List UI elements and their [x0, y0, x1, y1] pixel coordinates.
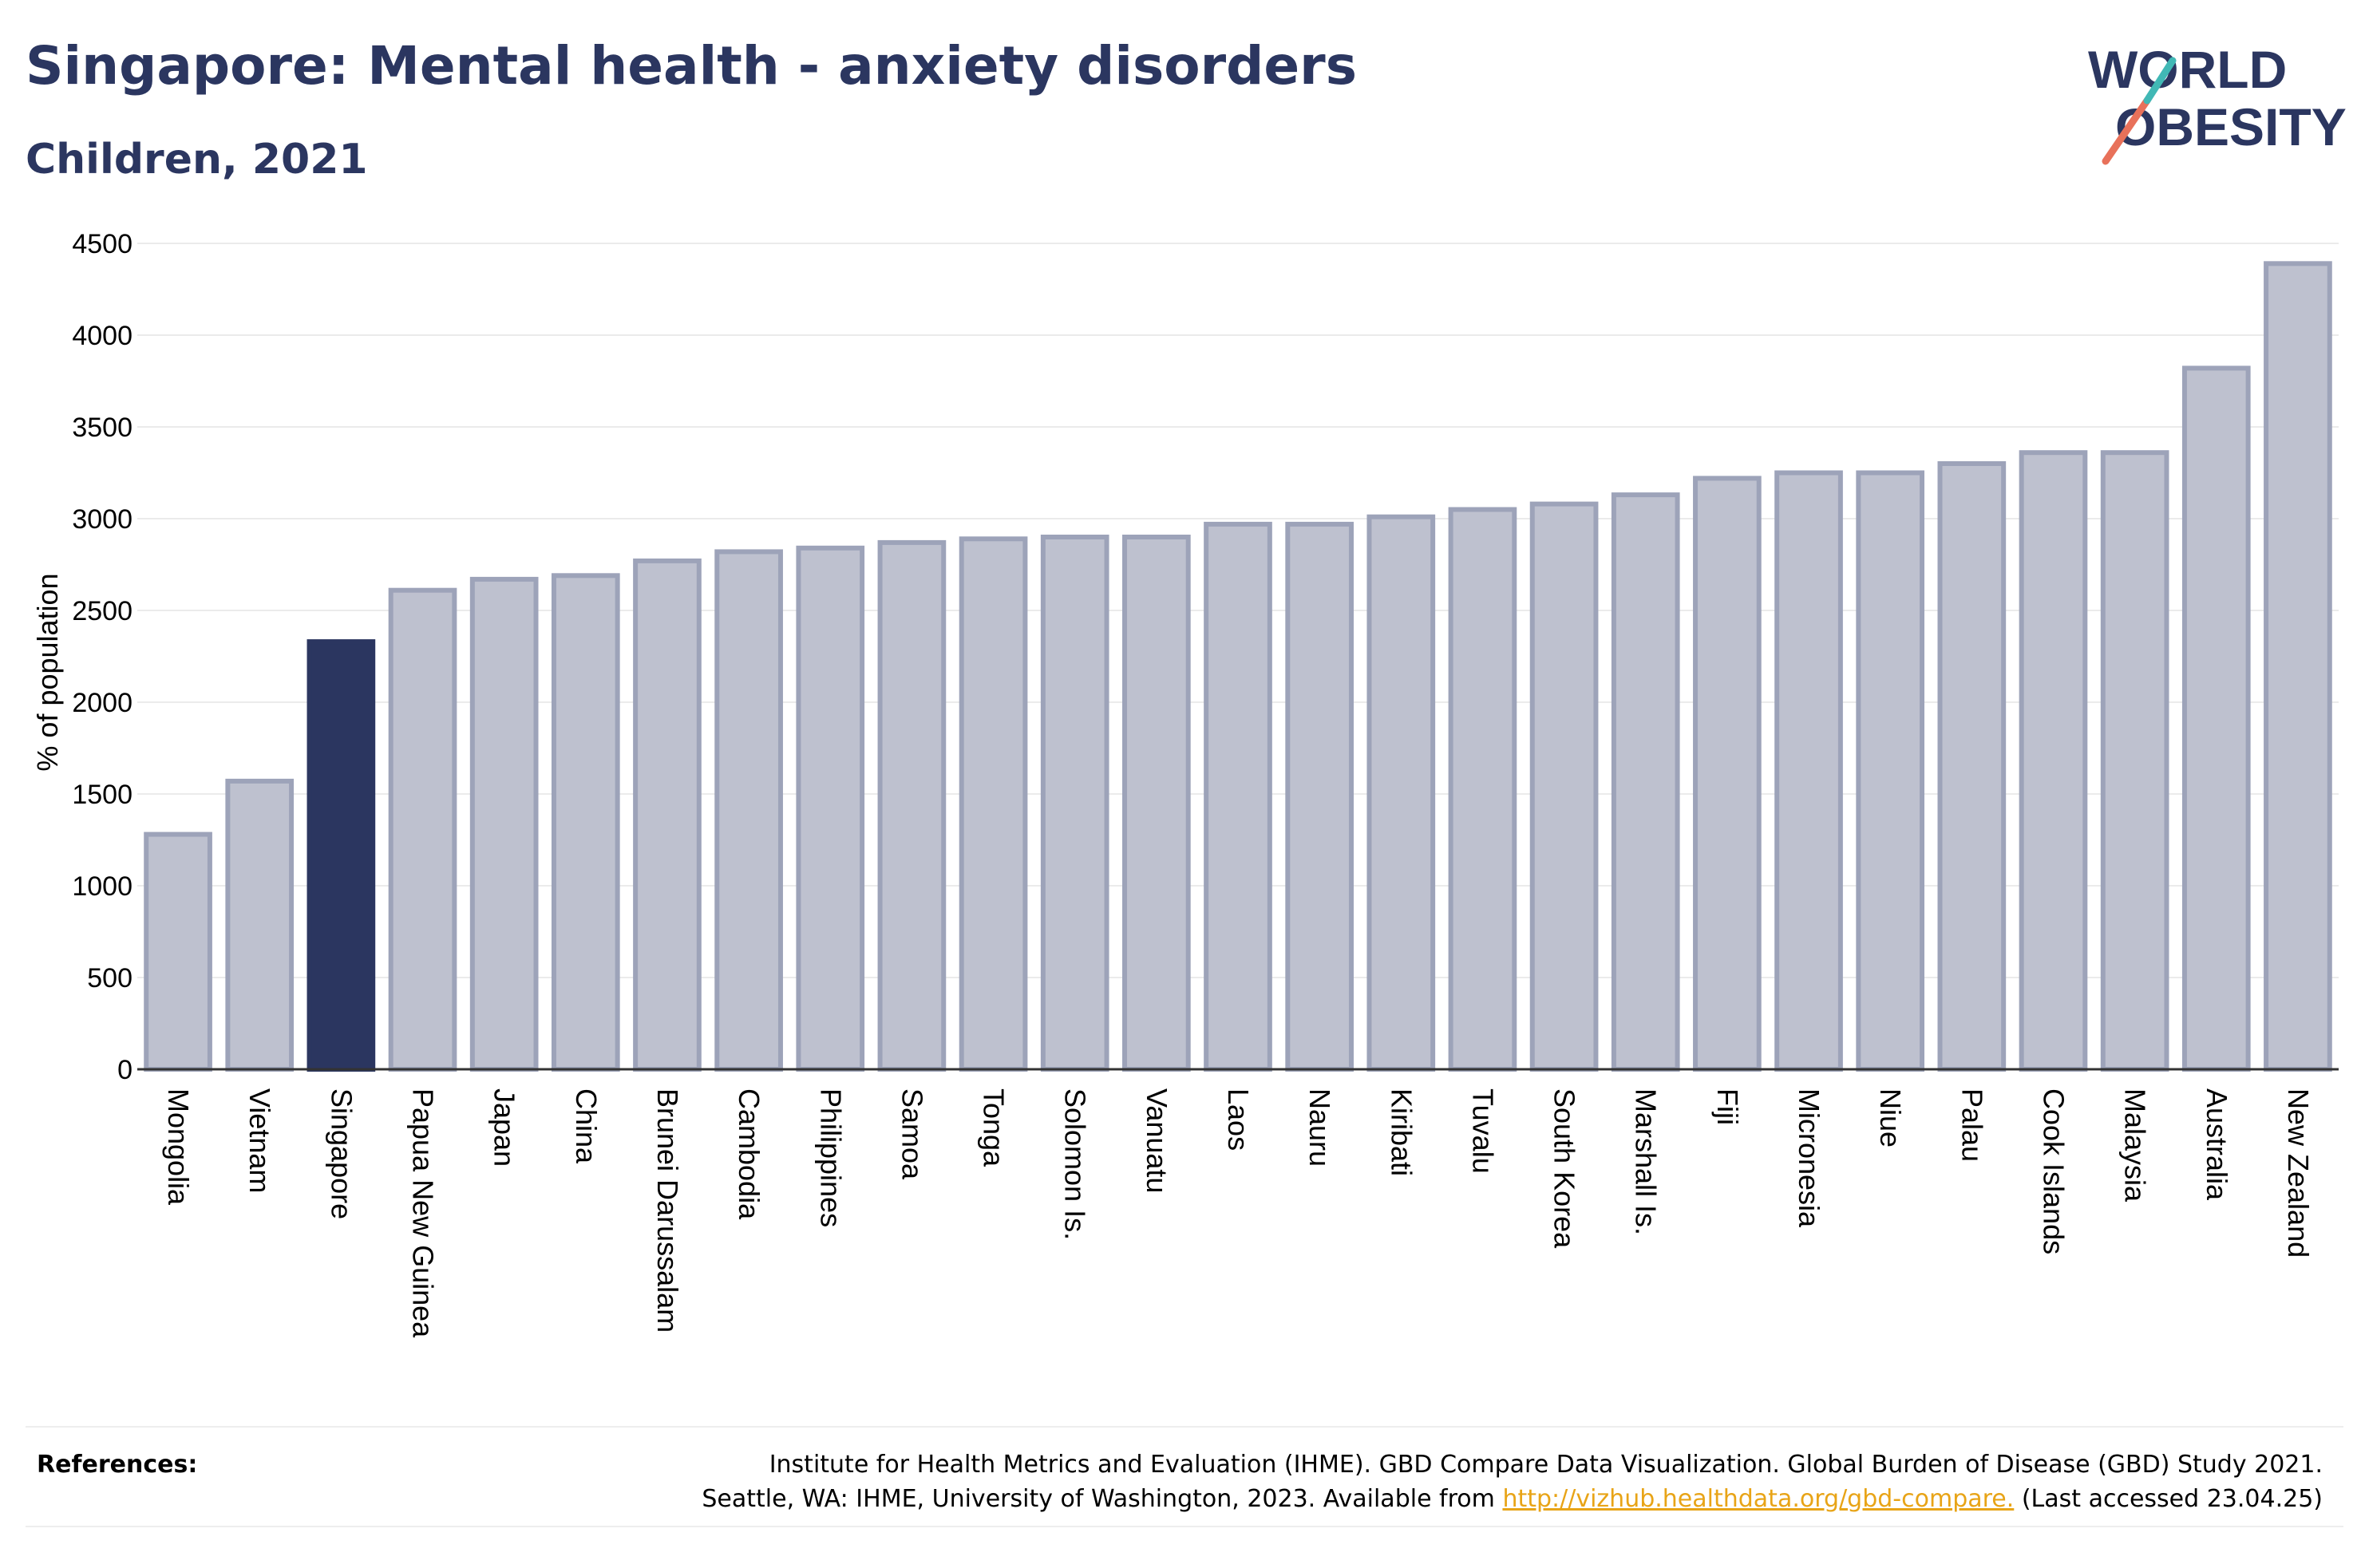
- references-bottom-rule: [26, 1526, 2343, 1527]
- reference-link[interactable]: http://vizhub.healthdata.org/gbd-compare…: [1502, 1484, 2015, 1513]
- x-tick-label: Malaysia: [2119, 1088, 2152, 1203]
- logo-line1: WORLD: [2088, 40, 2287, 99]
- bar-singapore: [306, 639, 376, 1072]
- bar-mongolia: [144, 831, 212, 1072]
- x-tick-label: Mongolia: [162, 1088, 195, 1206]
- reference-suffix: (Last accessed 23.04.25): [2021, 1484, 2323, 1513]
- bar-south-korea: [1529, 501, 1599, 1072]
- bar-philippines: [796, 545, 865, 1072]
- x-tick-label: Niue: [1874, 1088, 1907, 1147]
- x-tick-label: Cook Islands: [2037, 1088, 2070, 1254]
- bar-kiribati: [1366, 514, 1436, 1072]
- bar-chart: 0 500 1000 1500 2000 2500 3000 3500 4000 4500 Mon…: [31, 229, 2339, 1338]
- x-tick-label: Palau: [1956, 1088, 1988, 1162]
- y-tick-label: 3000: [72, 504, 132, 535]
- y-tick-label: 2000: [72, 688, 132, 718]
- x-tick-label: Solomon Is.: [1059, 1088, 1092, 1240]
- x-tick-label: Vanuatu: [1141, 1088, 1173, 1193]
- logo-slash-red: [2102, 97, 2151, 165]
- logo-line2: OBESITY: [2115, 97, 2347, 156]
- y-axis-ticks: 0 500 1000 1500 2000 2500 3000 3500 4000 4500: [72, 229, 132, 1085]
- references-text: Institute for Health Metrics and Evaluat…: [702, 1448, 2323, 1516]
- x-tick-label: Brunei Darussalam: [651, 1088, 684, 1333]
- y-tick-label: 4000: [72, 321, 132, 351]
- reference-line-1: Institute for Health Metrics and Evaluat…: [769, 1451, 2323, 1479]
- bar-malaysia: [2100, 450, 2169, 1072]
- y-tick-label: 3500: [72, 413, 132, 443]
- x-tick-label: South Korea: [1548, 1088, 1581, 1249]
- y-tick-label: 4500: [72, 229, 132, 259]
- y-tick-label: 500: [87, 963, 132, 993]
- bar-vanuatu: [1122, 535, 1191, 1072]
- x-tick-label: Kiribati: [1385, 1088, 1418, 1176]
- bar-brunei-darussalam: [633, 558, 702, 1072]
- x-tick-label: Marshall Is.: [1630, 1088, 1663, 1235]
- x-axis-ticks: Mongolia Vietnam Singapore Papua New Guinea…: [162, 1088, 2315, 1338]
- bar-vietnam: [225, 778, 295, 1072]
- y-tick-label: 2500: [72, 596, 132, 626]
- bar-micronesia: [1774, 470, 1843, 1072]
- bar-laos: [1204, 521, 1272, 1072]
- bar-cook-islands: [2019, 450, 2088, 1072]
- bar-cambodia: [714, 549, 783, 1072]
- bar-new-zealand: [2264, 261, 2332, 1072]
- x-tick-label: Tonga: [978, 1088, 1010, 1167]
- bar-china: [551, 573, 620, 1072]
- x-tick-label: Vietnam: [243, 1088, 276, 1193]
- bar-niue: [1856, 470, 1925, 1072]
- x-tick-label: Laos: [1222, 1088, 1255, 1151]
- world-obesity-logo: WORLD OBESITY: [2088, 40, 2347, 165]
- reference-prefix: Seattle, WA: IHME, University of Washing…: [702, 1484, 1495, 1513]
- bar-nauru: [1285, 521, 1354, 1072]
- references-top-rule: [26, 1426, 2343, 1428]
- y-axis-label: % of population: [31, 573, 64, 771]
- bars: [137, 261, 2339, 1072]
- x-tick-label: Micronesia: [1793, 1088, 1825, 1228]
- y-tick-label: 1500: [72, 780, 132, 810]
- x-tick-label: Philippines: [814, 1088, 847, 1227]
- bar-tonga: [959, 536, 1028, 1072]
- x-tick-label: Singapore: [325, 1088, 358, 1219]
- x-tick-label: China: [570, 1088, 603, 1164]
- x-tick-label: Fiji: [1711, 1088, 1744, 1125]
- x-tick-label: Australia: [2201, 1088, 2233, 1201]
- bar-papua-new-guinea: [388, 587, 457, 1072]
- bar-tuvalu: [1448, 507, 1517, 1072]
- x-tick-label: New Zealand: [2282, 1088, 2315, 1258]
- x-tick-label: Cambodia: [733, 1088, 765, 1220]
- logo-slash-teal: [2143, 57, 2177, 105]
- x-tick-label: Samoa: [896, 1088, 928, 1180]
- bar-japan: [469, 576, 539, 1072]
- x-tick-label: Tuvalu: [1466, 1088, 1499, 1174]
- bar-solomon-is-: [1040, 535, 1109, 1072]
- x-tick-label: Papua New Guinea: [407, 1088, 440, 1338]
- bar-australia: [2181, 365, 2251, 1072]
- chart-title: Singapore: Mental health - anxiety disor…: [26, 35, 1358, 97]
- y-tick-label: 1000: [72, 871, 132, 902]
- reference-line-2: Seattle, WA: IHME, University of Washing…: [702, 1483, 2323, 1517]
- bar-samoa: [877, 539, 947, 1072]
- chart-subtitle: Children, 2021: [26, 136, 368, 184]
- references-label: References:: [37, 1451, 198, 1479]
- x-tick-label: Nauru: [1303, 1088, 1336, 1167]
- bar-marshall-is-: [1611, 492, 1680, 1072]
- y-tick-label: 0: [117, 1055, 132, 1085]
- x-tick-label: Japan: [488, 1088, 521, 1167]
- bar-fiji: [1693, 476, 1762, 1072]
- bar-palau: [1937, 461, 2007, 1072]
